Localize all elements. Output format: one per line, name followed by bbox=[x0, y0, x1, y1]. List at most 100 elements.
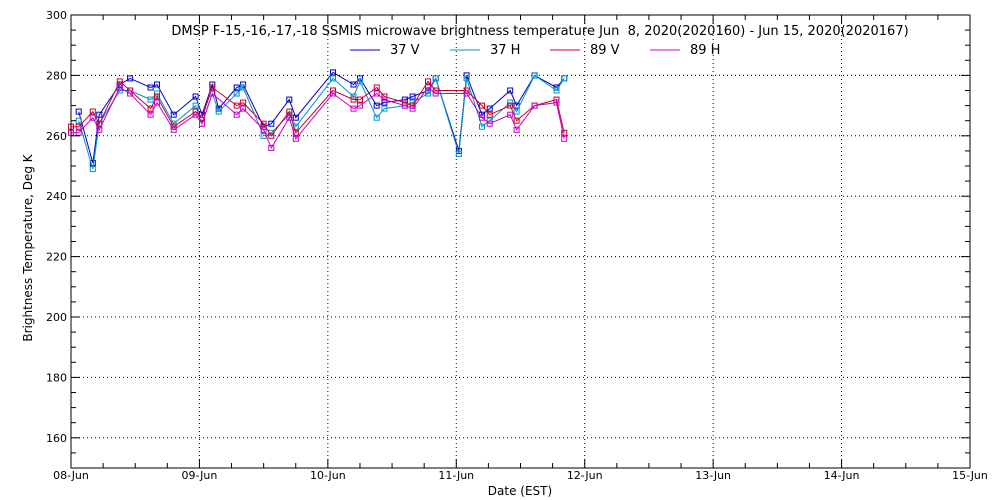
data-point-89-h bbox=[127, 90, 134, 97]
legend-item-37-h: 37 H bbox=[450, 43, 520, 58]
data-point-89-v bbox=[116, 78, 123, 85]
data-point-89-h bbox=[260, 126, 267, 133]
data-point-89-v bbox=[154, 93, 160, 100]
data-point-37-h bbox=[75, 117, 82, 124]
data-point-37-h bbox=[192, 102, 199, 109]
data-point-37-h bbox=[292, 123, 299, 130]
data-point-89-h bbox=[154, 99, 160, 106]
data-point-89-h bbox=[357, 102, 363, 109]
data-point-37-v bbox=[233, 84, 240, 91]
data-point-89-v bbox=[507, 102, 514, 109]
data-point-37-v bbox=[75, 108, 82, 115]
data-point-37-v bbox=[147, 84, 154, 91]
y-tick-label: 280 bbox=[46, 69, 67, 82]
data-point-89-v bbox=[260, 120, 267, 127]
plot-frame bbox=[70, 14, 971, 469]
data-point-37-v bbox=[292, 114, 299, 121]
y-tick-label: 260 bbox=[46, 130, 67, 143]
data-point-37-h bbox=[233, 90, 240, 97]
grid bbox=[71, 15, 970, 468]
data-point-89-v bbox=[350, 96, 357, 103]
chart-title: DMSP F-15,-16,-17,-18 SSMIS microwave br… bbox=[171, 24, 908, 39]
data-point-89-h bbox=[531, 102, 538, 109]
data-point-89-v bbox=[357, 96, 363, 103]
data-point-89-h bbox=[350, 105, 357, 112]
series-layer bbox=[68, 69, 568, 172]
legend-item-89-h: 89 H bbox=[650, 43, 720, 58]
data-point-89-h bbox=[330, 90, 336, 97]
data-point-37-v bbox=[268, 120, 275, 127]
data-point-89-h bbox=[513, 126, 520, 133]
tick-labels: 08-Jun 09-Jun 10-Jun 11-Jun 12-Jun 13-Jun 14-J… bbox=[46, 9, 988, 482]
x-tick-label: 11-Jun bbox=[438, 469, 474, 482]
data-point-89-h bbox=[373, 90, 380, 97]
data-point-89-h bbox=[463, 90, 470, 97]
legend-label: 37 H bbox=[490, 43, 520, 58]
series-line-37-h bbox=[78, 74, 565, 170]
data-point-37-h bbox=[89, 166, 96, 172]
data-point-37-h bbox=[531, 72, 538, 79]
x-tick-label: 12-Jun bbox=[567, 469, 603, 482]
data-point-89-v bbox=[286, 108, 293, 115]
data-point-89-h bbox=[409, 105, 416, 112]
x-axis-label: Date (EST) bbox=[488, 484, 552, 498]
data-point-89-h bbox=[286, 114, 293, 121]
data-point-37-v bbox=[154, 81, 160, 88]
data-point-37-h bbox=[561, 75, 568, 82]
data-point-89-v bbox=[486, 111, 493, 118]
data-point-89-h bbox=[486, 120, 493, 127]
data-point-89-h bbox=[425, 84, 431, 91]
data-point-89-h bbox=[479, 114, 485, 121]
series-line-89-v bbox=[71, 80, 565, 137]
data-point-89-v bbox=[561, 129, 568, 136]
data-point-89-v bbox=[89, 108, 96, 115]
x-tick-label: 14-Jun bbox=[824, 469, 860, 482]
data-point-37-h bbox=[215, 108, 222, 115]
data-point-89-h bbox=[199, 120, 205, 127]
data-point-89-h bbox=[96, 126, 103, 133]
x-tick-label: 09-Jun bbox=[182, 469, 218, 482]
data-point-89-v bbox=[75, 123, 82, 130]
data-point-89-h bbox=[401, 102, 408, 109]
data-point-89-h bbox=[209, 90, 216, 97]
data-point-89-v bbox=[240, 99, 247, 106]
data-point-37-v bbox=[127, 75, 134, 82]
data-point-89-v bbox=[147, 105, 154, 112]
data-point-89-h bbox=[233, 111, 240, 118]
data-point-89-h bbox=[268, 144, 275, 151]
data-point-37-v bbox=[96, 111, 103, 118]
data-point-89-h bbox=[170, 126, 177, 133]
data-point-37-h bbox=[432, 75, 439, 82]
data-point-89-v bbox=[233, 102, 240, 109]
data-point-89-v bbox=[292, 129, 299, 136]
x-tick-label: 10-Jun bbox=[310, 469, 346, 482]
data-point-37-v bbox=[373, 102, 380, 109]
data-point-37-h bbox=[553, 87, 560, 94]
legend-item-89-v: 89 V bbox=[550, 43, 620, 58]
data-point-89-h bbox=[89, 114, 96, 121]
data-point-37-h bbox=[425, 90, 431, 97]
data-point-89-h bbox=[292, 135, 299, 142]
data-point-37-h bbox=[513, 108, 520, 115]
data-point-89-h bbox=[553, 99, 560, 106]
data-point-37-v bbox=[350, 81, 357, 88]
legend: 37 V 37 H 89 V 89 H bbox=[350, 43, 720, 58]
data-point-37-h bbox=[381, 105, 388, 112]
legend-label: 89 V bbox=[590, 43, 620, 58]
y-tick-label: 220 bbox=[46, 251, 67, 264]
axis-ticks bbox=[70, 14, 971, 469]
data-point-37-h bbox=[463, 75, 470, 82]
data-point-89-h bbox=[147, 111, 154, 118]
legend-label: 89 H bbox=[690, 43, 720, 58]
data-point-89-v bbox=[479, 102, 485, 109]
data-point-37-v bbox=[170, 111, 177, 118]
y-tick-label: 300 bbox=[46, 9, 67, 22]
x-tick-label: 15-Jun bbox=[952, 469, 988, 482]
data-point-37-h bbox=[147, 96, 154, 103]
data-point-37-v bbox=[409, 93, 416, 100]
data-point-89-h bbox=[192, 111, 199, 118]
data-point-89-v bbox=[513, 117, 520, 124]
legend-item-37-v: 37 V bbox=[350, 43, 420, 58]
legend-label: 37 V bbox=[390, 43, 420, 58]
